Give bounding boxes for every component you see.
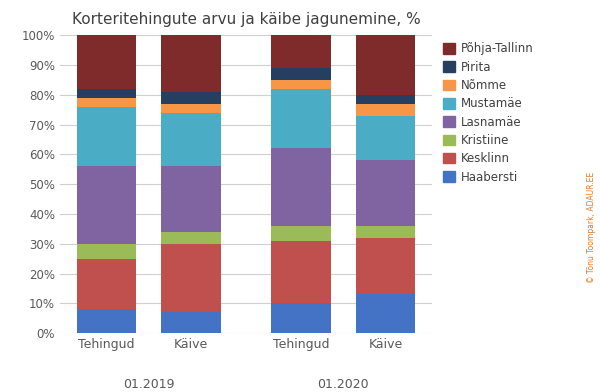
Bar [161, 232, 221, 244]
Bar [161, 244, 221, 312]
Bar [356, 104, 415, 116]
Bar [161, 35, 221, 92]
Bar [356, 95, 415, 104]
Bar [271, 80, 331, 89]
Bar [77, 98, 136, 107]
Bar [77, 89, 136, 98]
Bar [77, 35, 136, 89]
Bar [271, 241, 331, 303]
Bar [356, 238, 415, 294]
Bar [77, 244, 136, 259]
Bar [161, 113, 221, 166]
Text: 01.2019: 01.2019 [123, 377, 175, 391]
Bar [77, 166, 136, 244]
Bar [356, 160, 415, 226]
Bar [161, 92, 221, 104]
Bar [356, 116, 415, 160]
Bar [161, 312, 221, 333]
Bar [271, 226, 331, 241]
Text: 01.2020: 01.2020 [317, 377, 369, 391]
Bar [356, 226, 415, 238]
Bar [356, 35, 415, 95]
Bar [271, 149, 331, 226]
Title: Korteritehingute arvu ja käibe jagunemine, %: Korteritehingute arvu ja käibe jagunemin… [71, 12, 421, 27]
Bar [271, 303, 331, 333]
Bar [271, 68, 331, 80]
Bar [77, 259, 136, 309]
Bar [271, 35, 331, 68]
Bar [77, 107, 136, 166]
Bar [271, 89, 331, 149]
Text: © Tõnu Toompark, ADAUR.EE: © Tõnu Toompark, ADAUR.EE [587, 172, 595, 283]
Bar [161, 104, 221, 113]
Legend: Põhja-Tallinn, Pirita, Nõmme, Mustamäe, Lasnamäe, Kristiine, Kesklinn, Haabersti: Põhja-Tallinn, Pirita, Nõmme, Mustamäe, … [442, 41, 535, 185]
Bar [356, 294, 415, 333]
Bar [77, 309, 136, 333]
Bar [161, 166, 221, 232]
